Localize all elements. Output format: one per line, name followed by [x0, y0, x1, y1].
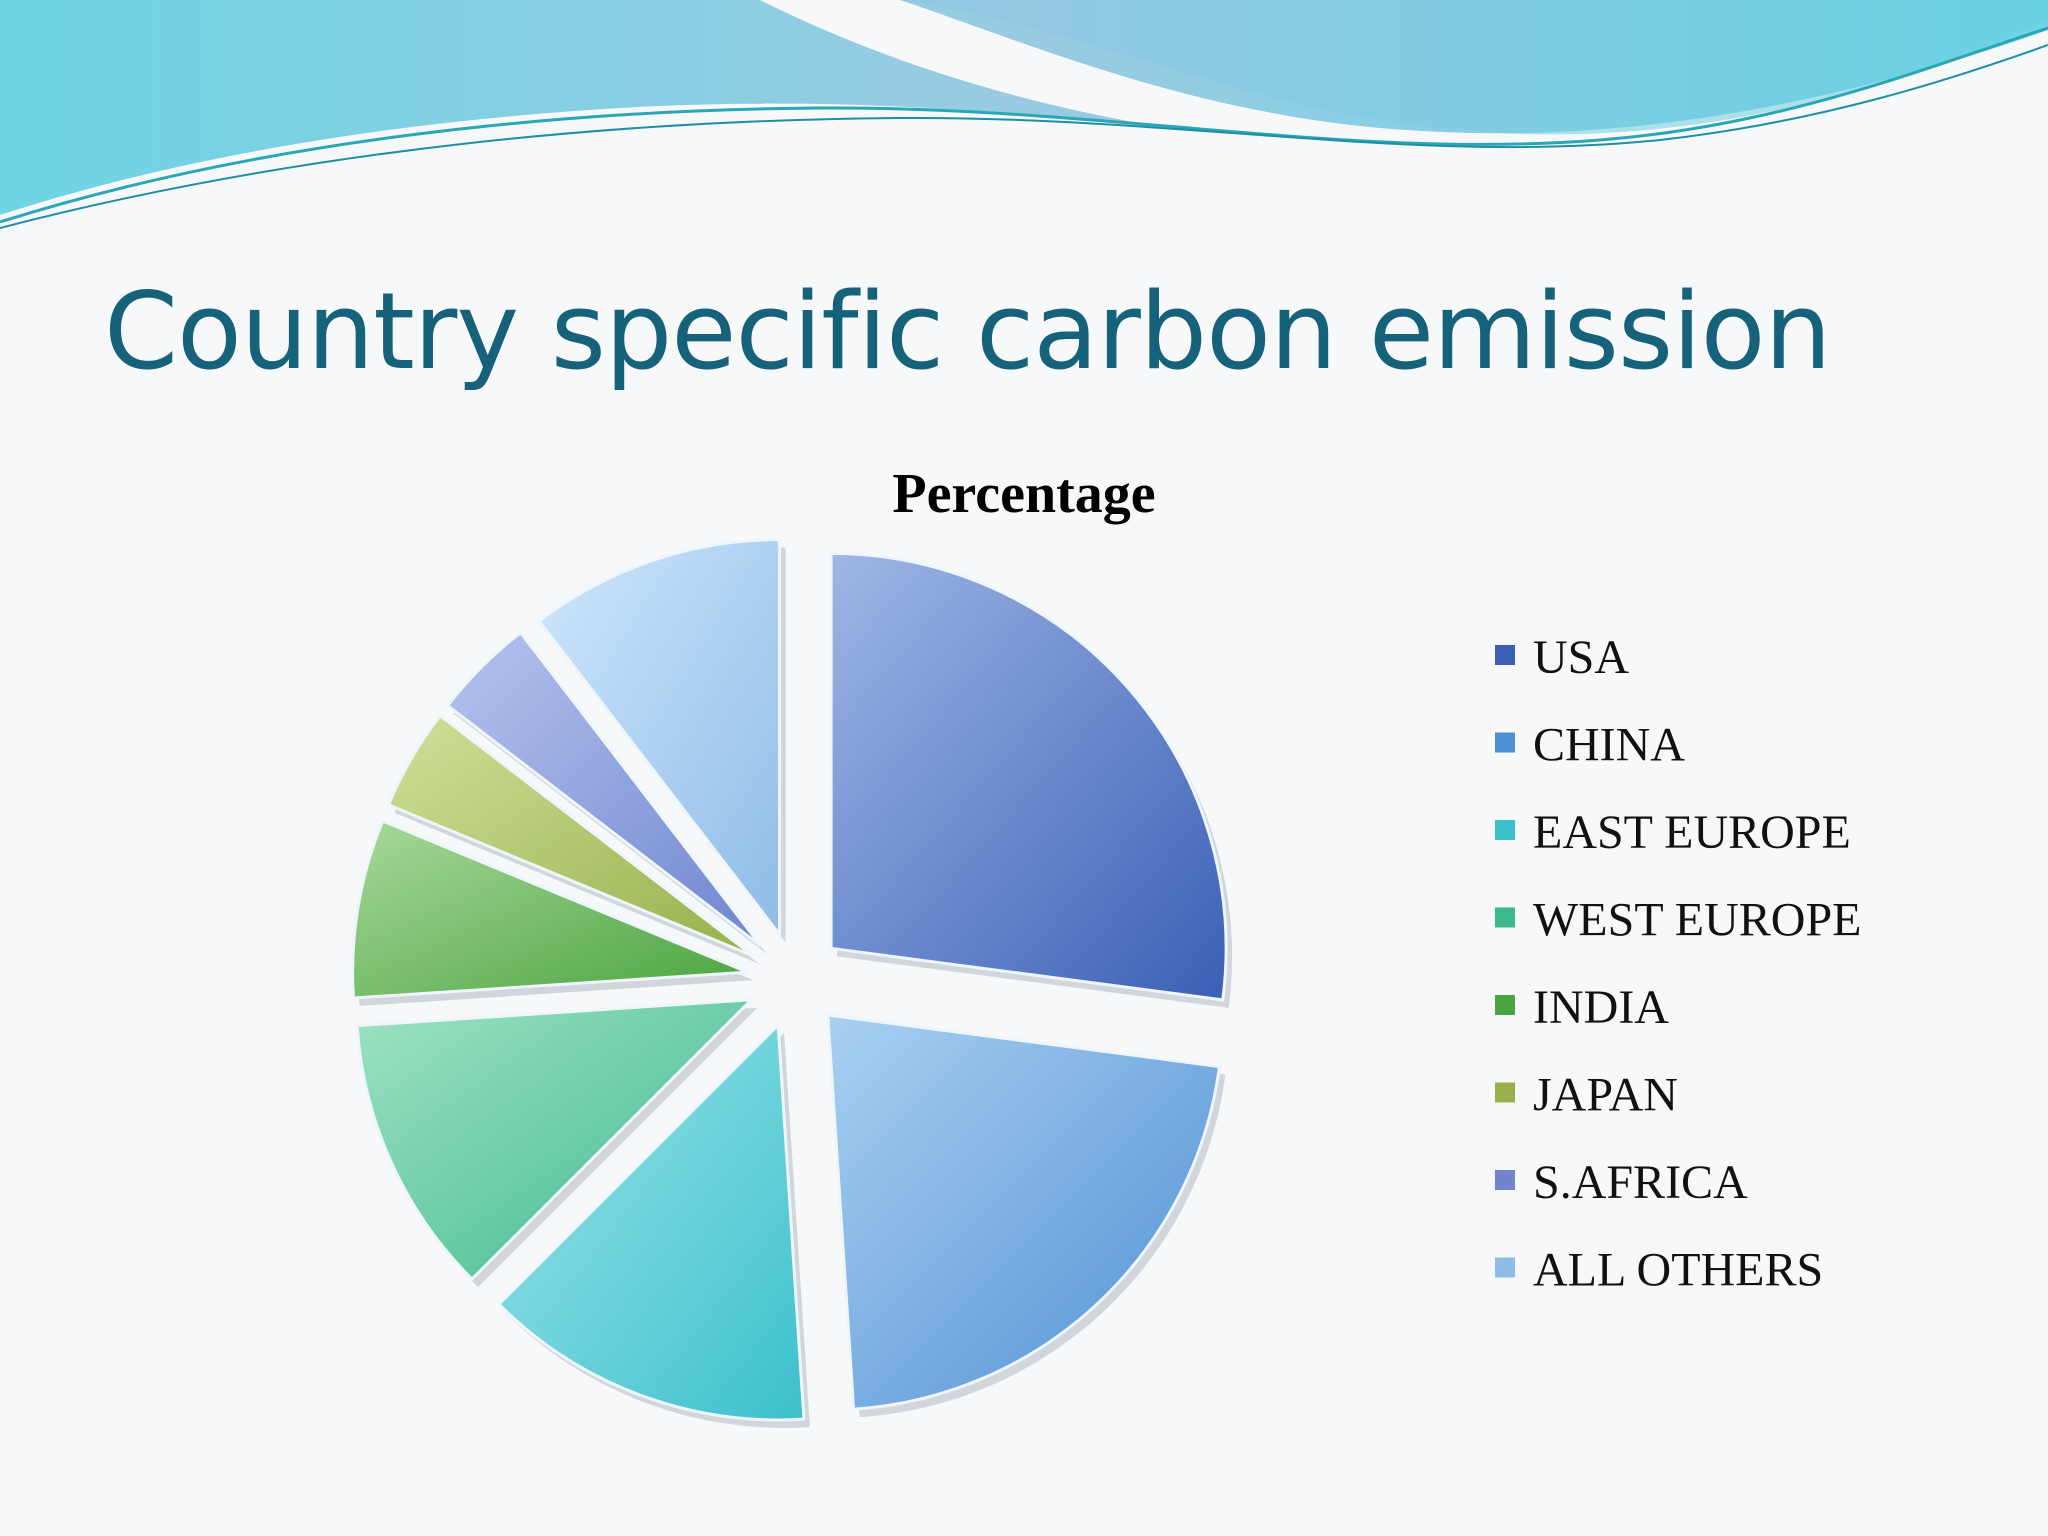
- wave-line-2: [0, 44, 2048, 229]
- pie-slice-west-europe: [355, 998, 756, 1282]
- legend-swatch: [1495, 1170, 1515, 1190]
- legend-swatch: [1495, 1257, 1515, 1278]
- pie-slices: [351, 538, 1233, 1428]
- pie-slice-east-europe: [496, 1021, 806, 1422]
- legend-label: INDIA: [1533, 981, 1669, 1034]
- pie-slice-s-africa: [445, 630, 763, 948]
- legend-swatch: [1495, 907, 1515, 928]
- wave-main-band: [0, 0, 2048, 215]
- legend-label: EAST EUROPE: [1533, 806, 1851, 859]
- legend-label: ALL OTHERS: [1533, 1244, 1823, 1297]
- pie-slice-usa: [829, 551, 1228, 1002]
- background-waves: [0, 0, 2048, 229]
- pie-slice-india: [351, 819, 749, 1000]
- legend-swatch: [1495, 645, 1515, 665]
- legend-swatch: [1495, 820, 1515, 840]
- legend-label: WEST EUROPE: [1533, 894, 1861, 947]
- pie-slice-japan: [386, 713, 755, 958]
- legend-swatch: [1495, 995, 1515, 1015]
- wave-line-1: [0, 26, 2048, 224]
- pie-slice-china: [826, 1013, 1222, 1411]
- pie-slice-all-others: [537, 538, 782, 939]
- legend-label: S.AFRICA: [1533, 1156, 1748, 1209]
- legend-swatch: [1495, 1082, 1515, 1103]
- chart-title: Percentage: [892, 463, 1155, 525]
- legend-swatch: [1495, 732, 1515, 753]
- legend-label: JAPAN: [1533, 1069, 1678, 1122]
- slide-title: Country specific carbon emission: [104, 270, 1832, 393]
- chart-legend: USA CHINA EAST EUROPE WEST EUROPE INDIA JAPAN…: [1495, 631, 1861, 1297]
- legend-label: CHINA: [1533, 719, 1685, 772]
- legend-label: USA: [1533, 631, 1629, 684]
